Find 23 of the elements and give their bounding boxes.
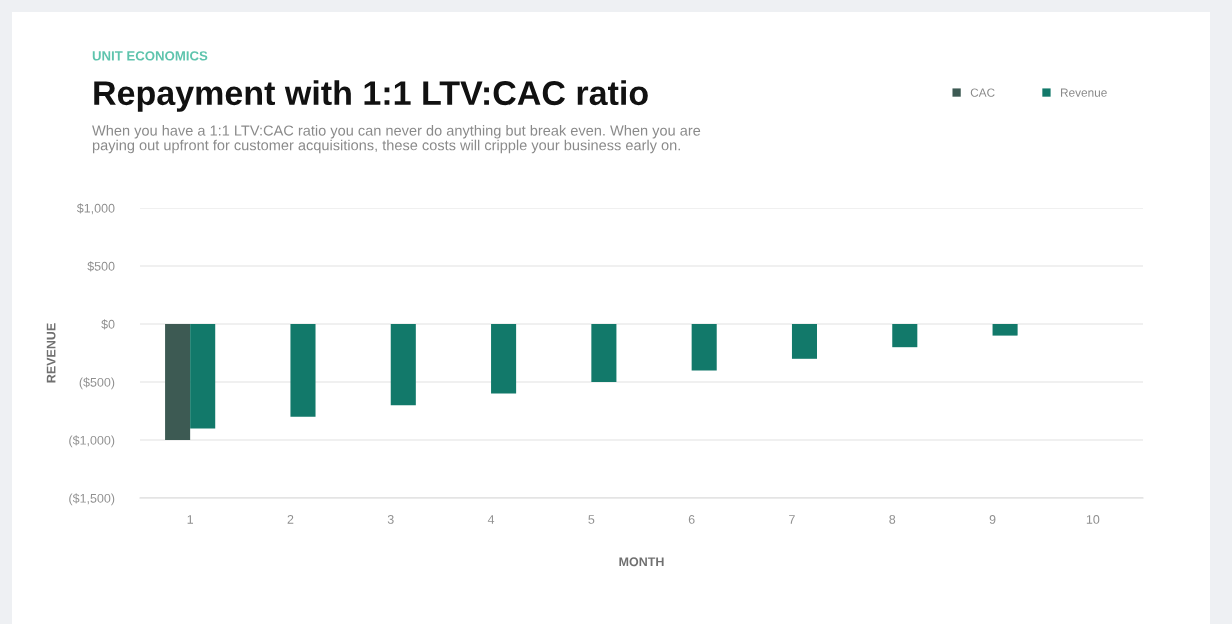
- y-tick-label: ($1,000): [69, 435, 115, 448]
- y-axis-title: REVENUE: [46, 323, 56, 383]
- y-tick-label: ($500): [79, 377, 115, 390]
- x-tick-label: 3: [387, 515, 394, 524]
- x-axis-title: MONTH: [619, 557, 664, 567]
- x-tick-label: 2: [287, 515, 294, 524]
- y-tick-label: $0: [101, 319, 115, 330]
- x-tick-label: 10: [1086, 515, 1100, 524]
- y-tick-label: $1,000: [76, 203, 115, 215]
- legend-label: Revenue: [1061, 88, 1107, 97]
- legend-label: CAC: [970, 88, 995, 97]
- y-tick-label: $500: [87, 261, 115, 272]
- x-tick-label: 7: [789, 515, 795, 524]
- chart-title: Repayment with 1:1 LTV:CAC ratio: [94, 80, 648, 112]
- text: UNIT ECONOMICS: [92, 51, 208, 61]
- x-tick-label: 4: [487, 515, 495, 524]
- x-tick-label: 9: [989, 515, 996, 524]
- x-tick-label: 8: [889, 515, 896, 524]
- chart-subtitle: When you have a 1:1 LTV:CAC ratio you can never do anything but break even. When you are paying out upfront for customer acquisitions, these costs will cripple your business early on.: [92, 125, 701, 154]
- x-tick-label: 6: [688, 515, 695, 524]
- x-tick-label: 1: [187, 515, 194, 524]
- y-tick-label: ($1,500): [69, 493, 115, 506]
- x-tick-label: 5: [588, 515, 595, 524]
